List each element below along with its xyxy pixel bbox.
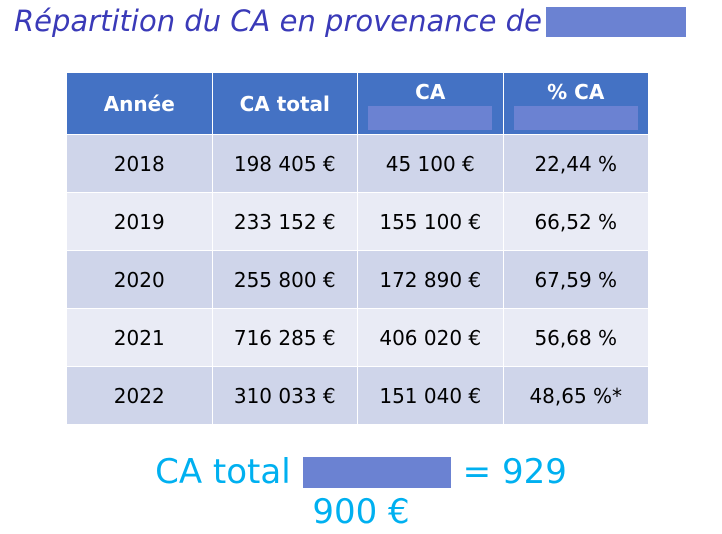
cell-revenue: 172 890 € [357, 250, 504, 309]
cell-revenue-percent: 66,52 % [502, 192, 649, 251]
cell-total-revenue: 310 033 € [211, 366, 358, 425]
cell-revenue-percent: 48,65 %* [502, 366, 649, 425]
cell-total-revenue: 716 285 € [211, 308, 358, 367]
cell-year: 2019 [66, 192, 213, 251]
cell-revenue-percent: 56,68 % [502, 308, 649, 367]
summary-amount-continued: 900 € [312, 492, 410, 532]
table-row: 2022 310 033 € 151 040 € 48,65 %* [66, 366, 649, 425]
header-total-revenue: CA total [211, 72, 358, 135]
cell-revenue: 45 100 € [357, 134, 504, 193]
slide-title-text: Répartition du CA en provenance de [14, 4, 542, 38]
summary-prefix: CA total [155, 452, 291, 492]
header-revenue-percent: % CA [502, 72, 649, 135]
table-header-row: Année CA total CA % CA [66, 72, 649, 135]
header-revenue: CA [357, 72, 504, 135]
redacted-block [545, 7, 686, 37]
cell-total-revenue: 255 800 € [211, 250, 358, 309]
summary-total: CA total = 929 900 € [0, 452, 722, 532]
redacted-block [513, 106, 638, 130]
cell-revenue: 155 100 € [357, 192, 504, 251]
cell-revenue: 151 040 € [357, 366, 504, 425]
cell-year: 2020 [66, 250, 213, 309]
redacted-block [368, 106, 493, 130]
table-row: 2020 255 800 € 172 890 € 67,59 % [66, 250, 649, 309]
cell-year: 2018 [66, 134, 213, 193]
table-row: 2018 198 405 € 45 100 € 22,44 % [66, 134, 649, 193]
summary-equals: = 929 [462, 452, 567, 492]
revenue-table: Année CA total CA % CA 2018 198 405 € [66, 72, 649, 425]
cell-revenue: 406 020 € [357, 308, 504, 367]
table-row: 2021 716 285 € 406 020 € 56,68 % [66, 308, 649, 367]
cell-total-revenue: 233 152 € [211, 192, 358, 251]
slide-title: Répartition du CA en provenance de [14, 2, 686, 40]
redacted-block [302, 456, 451, 488]
header-year: Année [66, 72, 213, 135]
cell-revenue-percent: 67,59 % [502, 250, 649, 309]
cell-total-revenue: 198 405 € [211, 134, 358, 193]
cell-year: 2021 [66, 308, 213, 367]
cell-revenue-percent: 22,44 % [502, 134, 649, 193]
table-row: 2019 233 152 € 155 100 € 66,52 % [66, 192, 649, 251]
header-total-revenue-label: CA total [239, 91, 330, 116]
header-revenue-percent-label: % CA [547, 80, 605, 104]
header-revenue-label: CA [415, 80, 446, 104]
header-year-label: Année [103, 91, 175, 116]
cell-year: 2022 [66, 366, 213, 425]
